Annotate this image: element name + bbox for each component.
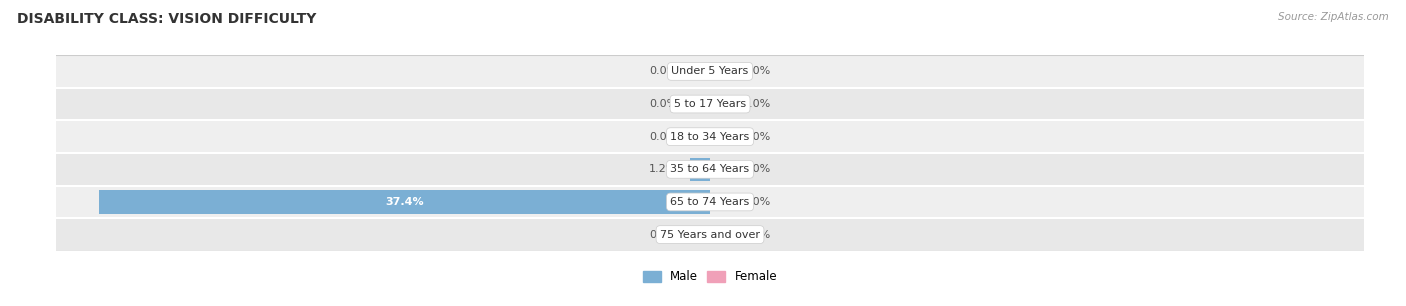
- Bar: [690, 158, 710, 181]
- Text: 0.0%: 0.0%: [650, 132, 678, 142]
- Text: 0.0%: 0.0%: [742, 99, 770, 109]
- Bar: [56, 153, 1364, 186]
- Text: 75 Years and over: 75 Years and over: [659, 230, 761, 240]
- Text: 5 to 17 Years: 5 to 17 Years: [673, 99, 747, 109]
- Text: 0.0%: 0.0%: [742, 164, 770, 174]
- Text: 0.0%: 0.0%: [650, 99, 678, 109]
- Legend: Male, Female: Male, Female: [638, 266, 782, 288]
- Text: Under 5 Years: Under 5 Years: [672, 66, 748, 76]
- Text: 0.0%: 0.0%: [650, 66, 678, 76]
- Text: 37.4%: 37.4%: [385, 197, 423, 207]
- Text: 0.0%: 0.0%: [742, 230, 770, 240]
- Text: 18 to 34 Years: 18 to 34 Years: [671, 132, 749, 142]
- Text: DISABILITY CLASS: VISION DIFFICULTY: DISABILITY CLASS: VISION DIFFICULTY: [17, 12, 316, 26]
- Bar: [56, 88, 1364, 120]
- Text: Source: ZipAtlas.com: Source: ZipAtlas.com: [1278, 12, 1389, 22]
- Bar: [56, 120, 1364, 153]
- Text: 35 to 64 Years: 35 to 64 Years: [671, 164, 749, 174]
- Text: 0.0%: 0.0%: [650, 230, 678, 240]
- Bar: [56, 186, 1364, 218]
- Bar: [56, 55, 1364, 88]
- Text: 1.2%: 1.2%: [650, 164, 678, 174]
- Text: 0.0%: 0.0%: [742, 132, 770, 142]
- Text: 65 to 74 Years: 65 to 74 Years: [671, 197, 749, 207]
- Bar: [56, 218, 1364, 251]
- Bar: [98, 190, 710, 214]
- Text: 0.0%: 0.0%: [742, 66, 770, 76]
- Text: 0.0%: 0.0%: [742, 197, 770, 207]
